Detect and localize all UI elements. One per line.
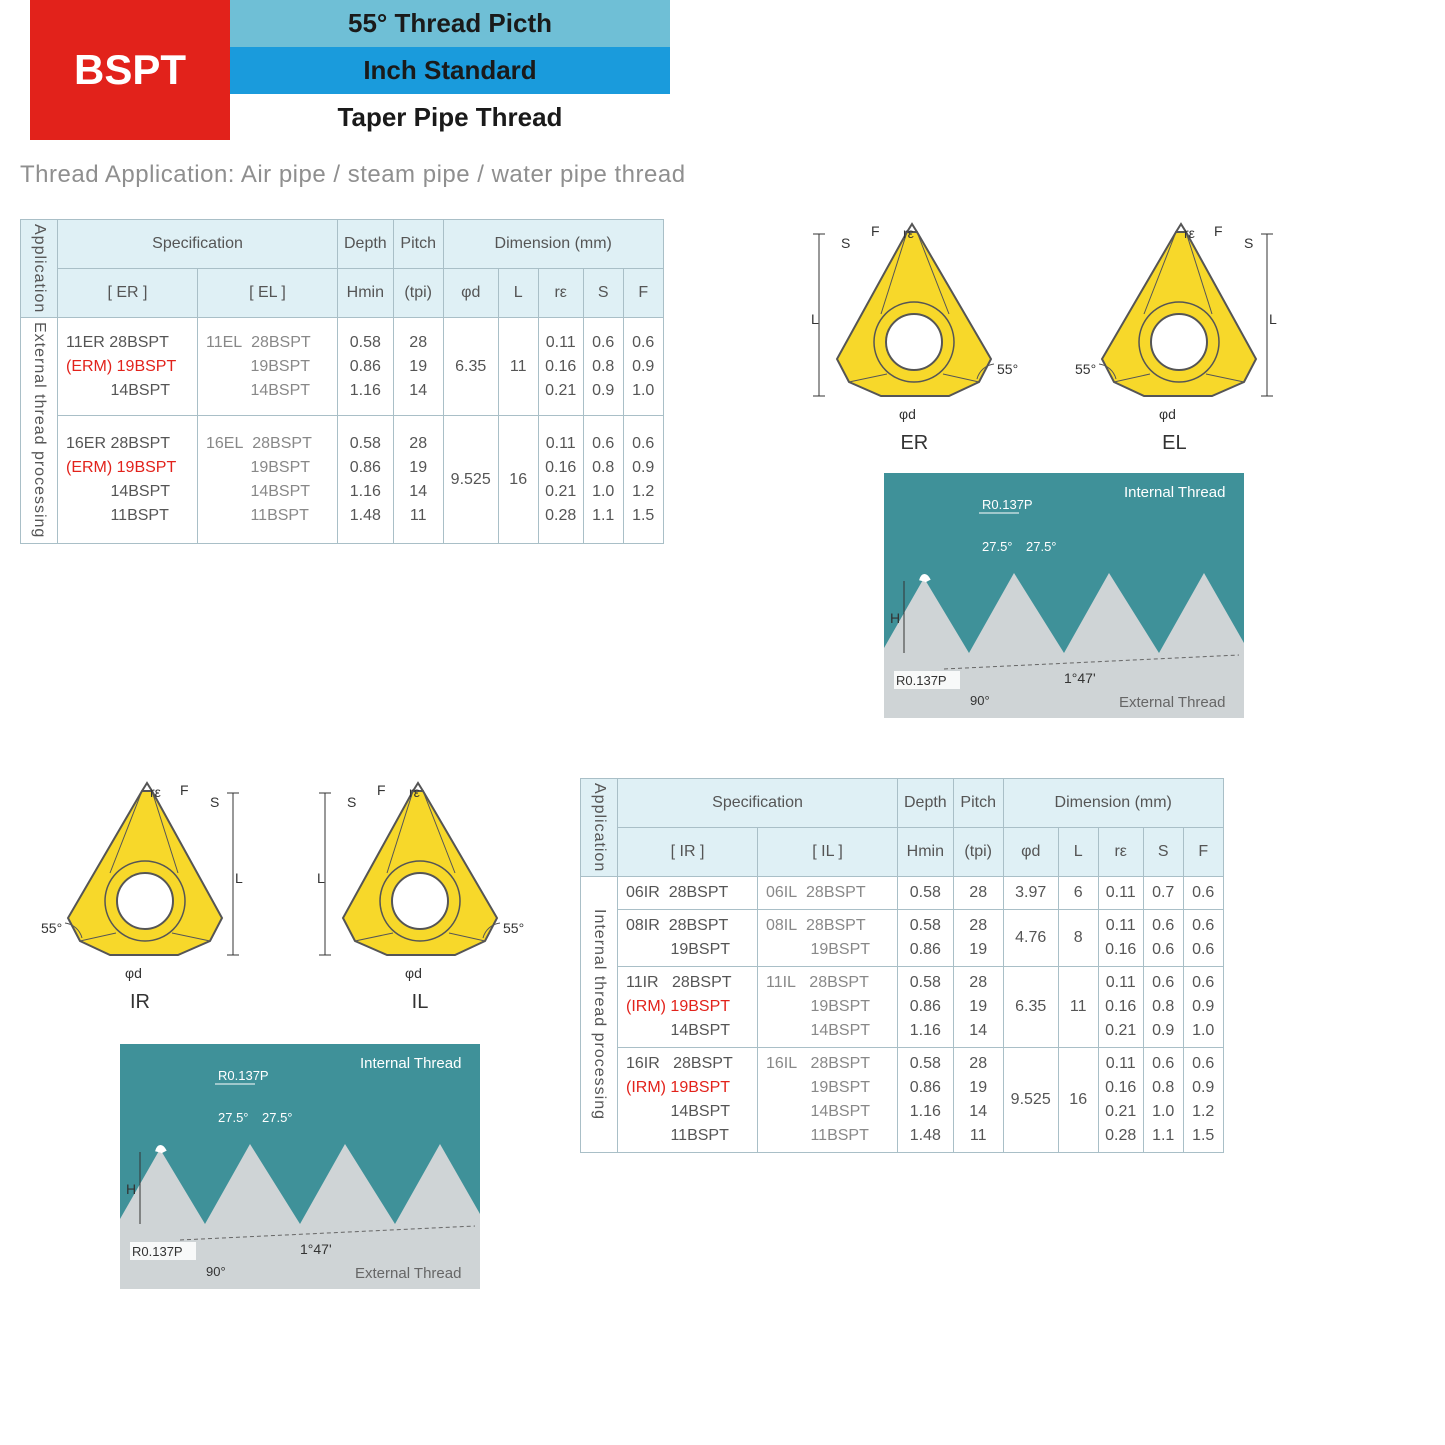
svg-text:1°47': 1°47': [1064, 670, 1096, 686]
title-line-3: Taper Pipe Thread: [230, 94, 670, 141]
svg-text:H: H: [126, 1181, 136, 1197]
il-insert-icon: F S rε L 55° φd: [305, 778, 535, 983]
title-line-1: 55° Thread Picth: [230, 0, 670, 47]
svg-text:L: L: [235, 870, 243, 886]
svg-text:27.5°: 27.5°: [982, 539, 1013, 554]
svg-text:H: H: [890, 610, 900, 626]
col-application: Application: [581, 779, 618, 877]
svg-text:φd: φd: [125, 965, 142, 981]
svg-text:φd: φd: [405, 965, 422, 981]
header: BSPT 55° Thread Picth Inch Standard Tape…: [30, 0, 1445, 141]
svg-text:F: F: [1214, 223, 1223, 239]
svg-text:R0.137P: R0.137P: [132, 1244, 183, 1259]
svg-text:F: F: [180, 782, 189, 798]
svg-text:F: F: [871, 223, 880, 239]
svg-text:S: S: [841, 235, 850, 251]
svg-text:27.5°: 27.5°: [1026, 539, 1057, 554]
col-spec: Specification: [618, 779, 898, 828]
svg-text:φd: φd: [899, 406, 916, 422]
svg-text:rε: rε: [903, 225, 914, 241]
external-table: Application Specification Depth Pitch Di…: [20, 219, 664, 718]
col-application: Application: [21, 220, 58, 318]
er-label: ER: [900, 432, 928, 455]
col-pitch: Pitch: [953, 779, 1003, 828]
internal-table: Application Specification Depth Pitch Di…: [580, 778, 1224, 1289]
svg-text:F: F: [377, 782, 386, 798]
svg-text:Internal Thread: Internal Thread: [1124, 484, 1225, 501]
svg-text:R0.137P: R0.137P: [896, 673, 947, 688]
el-insert-icon: F S rε L 55° φd: [1059, 219, 1289, 424]
svg-text:Internal Thread: Internal Thread: [360, 1055, 461, 1072]
svg-text:L: L: [317, 870, 325, 886]
svg-text:90°: 90°: [206, 1264, 226, 1279]
svg-text:55°: 55°: [503, 920, 524, 936]
ir-label: IR: [130, 991, 150, 1014]
svg-text:R0.137P: R0.137P: [218, 1068, 269, 1083]
svg-text:90°: 90°: [970, 693, 990, 708]
svg-text:55°: 55°: [997, 361, 1018, 377]
svg-text:rε: rε: [150, 784, 161, 800]
er-insert-icon: F S rε L 55° φd: [799, 219, 1029, 424]
svg-text:L: L: [811, 311, 819, 327]
brand-box: BSPT: [30, 0, 230, 140]
svg-text:φd: φd: [1159, 406, 1176, 422]
il-label: IL: [412, 991, 429, 1014]
col-dim: Dimension (mm): [1003, 779, 1223, 828]
svg-text:55°: 55°: [1075, 361, 1096, 377]
svg-text:27.5°: 27.5°: [218, 1110, 249, 1125]
er-el-diagrams: F S rε L 55° φd ER: [799, 219, 1289, 455]
thread-profile-lower: Internal Thread R0.137P 27.5° 27.5° H R0…: [120, 1044, 480, 1289]
svg-text:1°47': 1°47': [300, 1241, 332, 1257]
application-note: Thread Application: Air pipe / steam pip…: [20, 161, 1445, 189]
ir-il-diagrams: F S rε L 55° φd IR: [25, 778, 535, 1014]
svg-text:S: S: [347, 794, 356, 810]
svg-text:S: S: [210, 794, 219, 810]
col-depth: Depth: [898, 779, 954, 828]
svg-text:External Thread: External Thread: [355, 1265, 461, 1282]
svg-text:rε: rε: [1184, 225, 1195, 241]
col-spec: Specification: [58, 220, 338, 269]
col-pitch: Pitch: [393, 220, 443, 269]
title-line-2: Inch Standard: [230, 47, 670, 94]
svg-text:S: S: [1244, 235, 1253, 251]
svg-text:R0.137P: R0.137P: [982, 497, 1033, 512]
col-dim: Dimension (mm): [443, 220, 663, 269]
svg-text:27.5°: 27.5°: [262, 1110, 293, 1125]
thread-profile-upper: Internal Thread R0.137P 27.5° 27.5° H R0…: [884, 473, 1244, 718]
ir-insert-icon: F S rε L 55° φd: [25, 778, 255, 983]
svg-text:L: L: [1269, 311, 1277, 327]
svg-text:rε: rε: [409, 784, 420, 800]
svg-text:External Thread: External Thread: [1119, 694, 1225, 711]
el-label: EL: [1162, 432, 1186, 455]
col-depth: Depth: [338, 220, 394, 269]
svg-text:55°: 55°: [41, 920, 62, 936]
